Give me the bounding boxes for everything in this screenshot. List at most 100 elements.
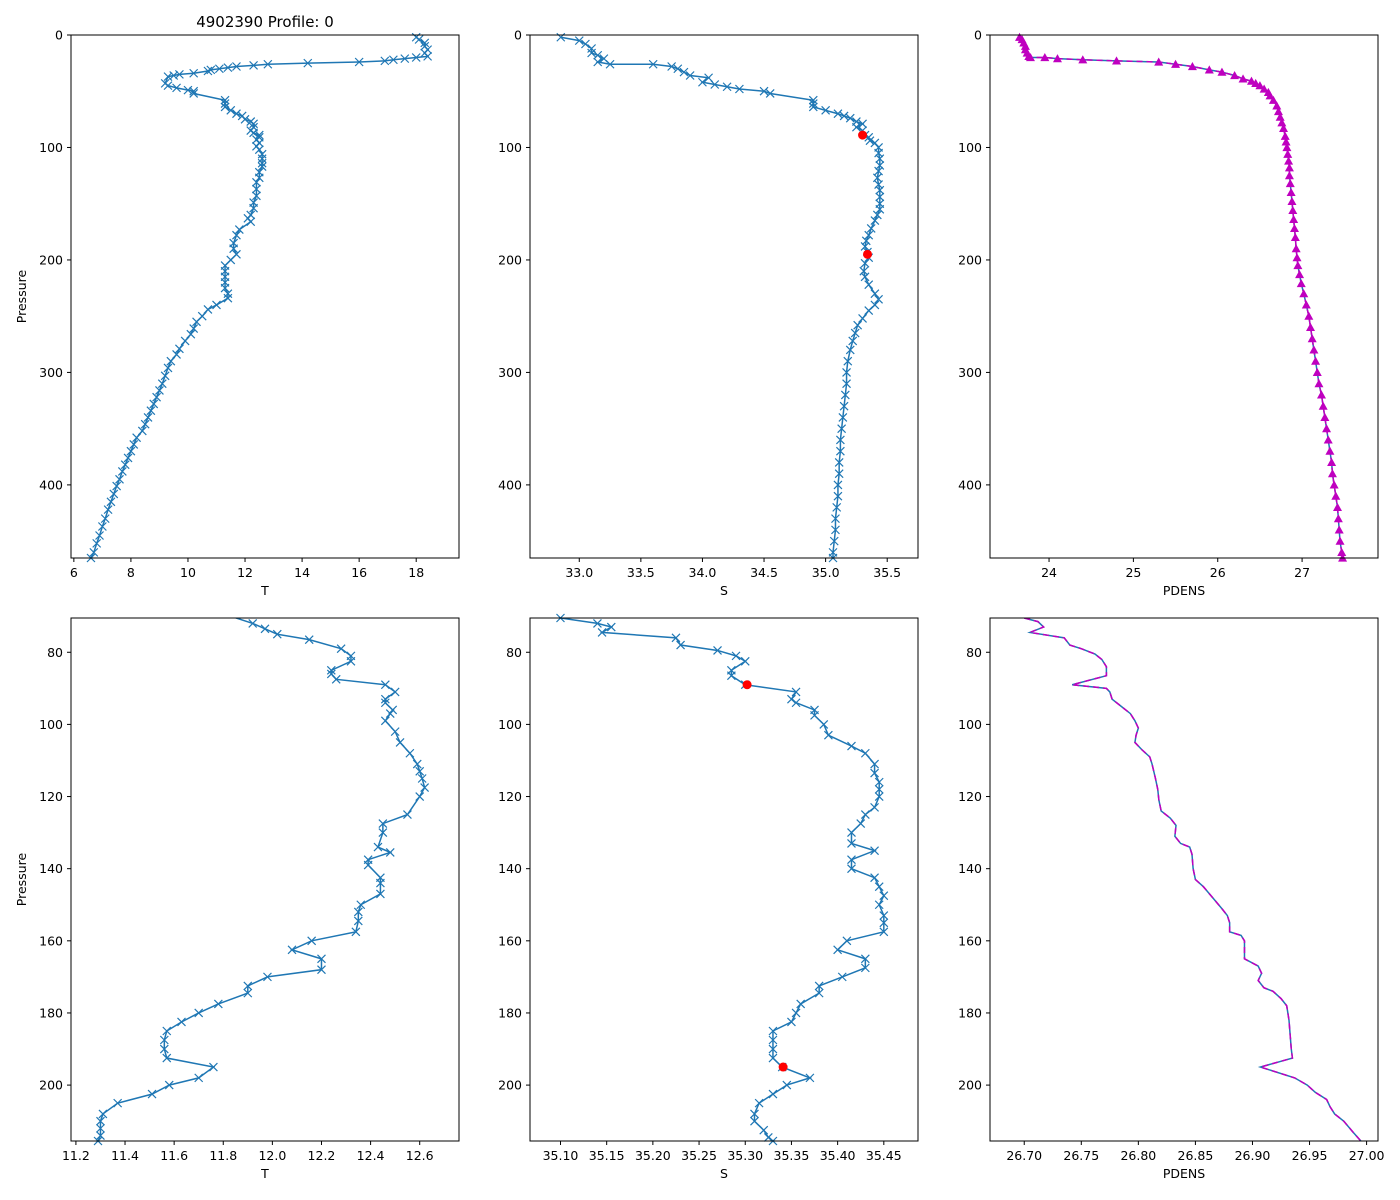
data-point [875,204,885,214]
y-tick-label: 300 [958,365,982,380]
data-point [847,839,856,848]
data-point [163,363,173,373]
x-tick-label: 16 [351,565,367,580]
x-tick-label: 26.85 [1178,1148,1214,1163]
data-point [146,406,156,416]
data-point [1289,214,1299,224]
data-point [326,665,336,675]
data-point [203,305,213,314]
data-point [1275,112,1285,121]
x-axis-label: T [260,1166,269,1181]
data-point [875,185,885,195]
x-tick-label: 14 [294,565,310,580]
data-point [847,864,856,874]
x-tick-label: 12.4 [357,1148,385,1163]
x-axis-label: PDENS [1163,583,1205,598]
data-point [106,497,116,507]
data-point [243,988,253,998]
data-point [378,819,388,829]
x-axis-label: S [720,583,728,598]
data-point [768,1026,778,1036]
data-point [163,72,173,82]
data-point [203,66,213,76]
data-point [805,1073,815,1083]
data-point [249,203,259,213]
figure-title: 4902390 Profile: 0 [196,13,334,31]
data-point [100,514,110,524]
data-point [870,873,880,883]
data-point [112,481,122,491]
series-line [90,36,430,558]
data-point [768,1035,778,1045]
data-point [1284,156,1294,165]
data-point [874,180,884,190]
x-tick-label: 10 [180,565,196,580]
data-point [303,58,313,68]
data-point [1284,171,1294,180]
x-tick-label: 35.45 [866,1148,902,1163]
data-point [96,1123,105,1133]
data-point [252,191,261,201]
data-point [858,314,867,323]
x-tick-label: 27 [1294,565,1310,580]
y-tick-label: 400 [39,477,63,492]
data-point [1268,95,1278,104]
data-point [1288,205,1298,215]
data-point [1292,253,1302,262]
data-point [1154,57,1164,66]
data-point [875,154,885,164]
data-point [1281,137,1291,146]
data-point [307,936,317,946]
data-point [109,489,119,499]
x-tick-label: 26.95 [1292,1148,1328,1163]
y-tick-label: 80 [506,645,522,660]
data-point [192,317,201,327]
y-axis-label: Pressure [14,853,29,907]
x-axis-label: T [260,583,269,598]
data-point [1331,491,1341,500]
data-point [866,224,876,233]
data-point [671,633,681,643]
data-point [1304,311,1314,320]
y-tick-label: 100 [39,717,63,732]
x-tick-label: 26.80 [1120,1148,1156,1163]
data-point [189,86,199,96]
data-point [814,988,824,998]
data-point [1327,457,1337,466]
data-point [858,119,867,129]
data-point [160,371,170,381]
data-point [1307,334,1317,343]
data-point [1299,289,1309,298]
data-point [648,59,658,69]
data-point [1272,101,1282,110]
data-point [839,401,849,411]
data-point [1318,401,1328,410]
data-point [713,646,722,655]
data-point [848,336,858,346]
data-point [417,774,427,783]
x-tick-label: 35.15 [589,1148,625,1163]
data-point [115,474,124,484]
data-point [317,965,326,975]
data-point [172,83,181,93]
data-point [860,810,870,820]
y-tick-label: 120 [498,789,522,804]
y-tick-label: 200 [39,252,63,267]
data-point [605,59,615,69]
data-point [412,759,422,769]
data-point [1323,435,1333,444]
series-line-dashed [1019,36,1344,558]
data-point [390,687,400,697]
data-point [1311,356,1321,365]
data-point [180,336,190,346]
data-point [874,148,884,158]
y-tick-label: 200 [39,1078,63,1093]
data-point [829,536,839,546]
y-tick-label: 180 [498,1005,522,1020]
data-point [874,792,884,801]
x-tick-label: 33.0 [565,565,593,580]
data-point [1078,55,1088,64]
data-point [162,1026,172,1036]
data-point [835,446,845,456]
data-point [1296,279,1306,288]
